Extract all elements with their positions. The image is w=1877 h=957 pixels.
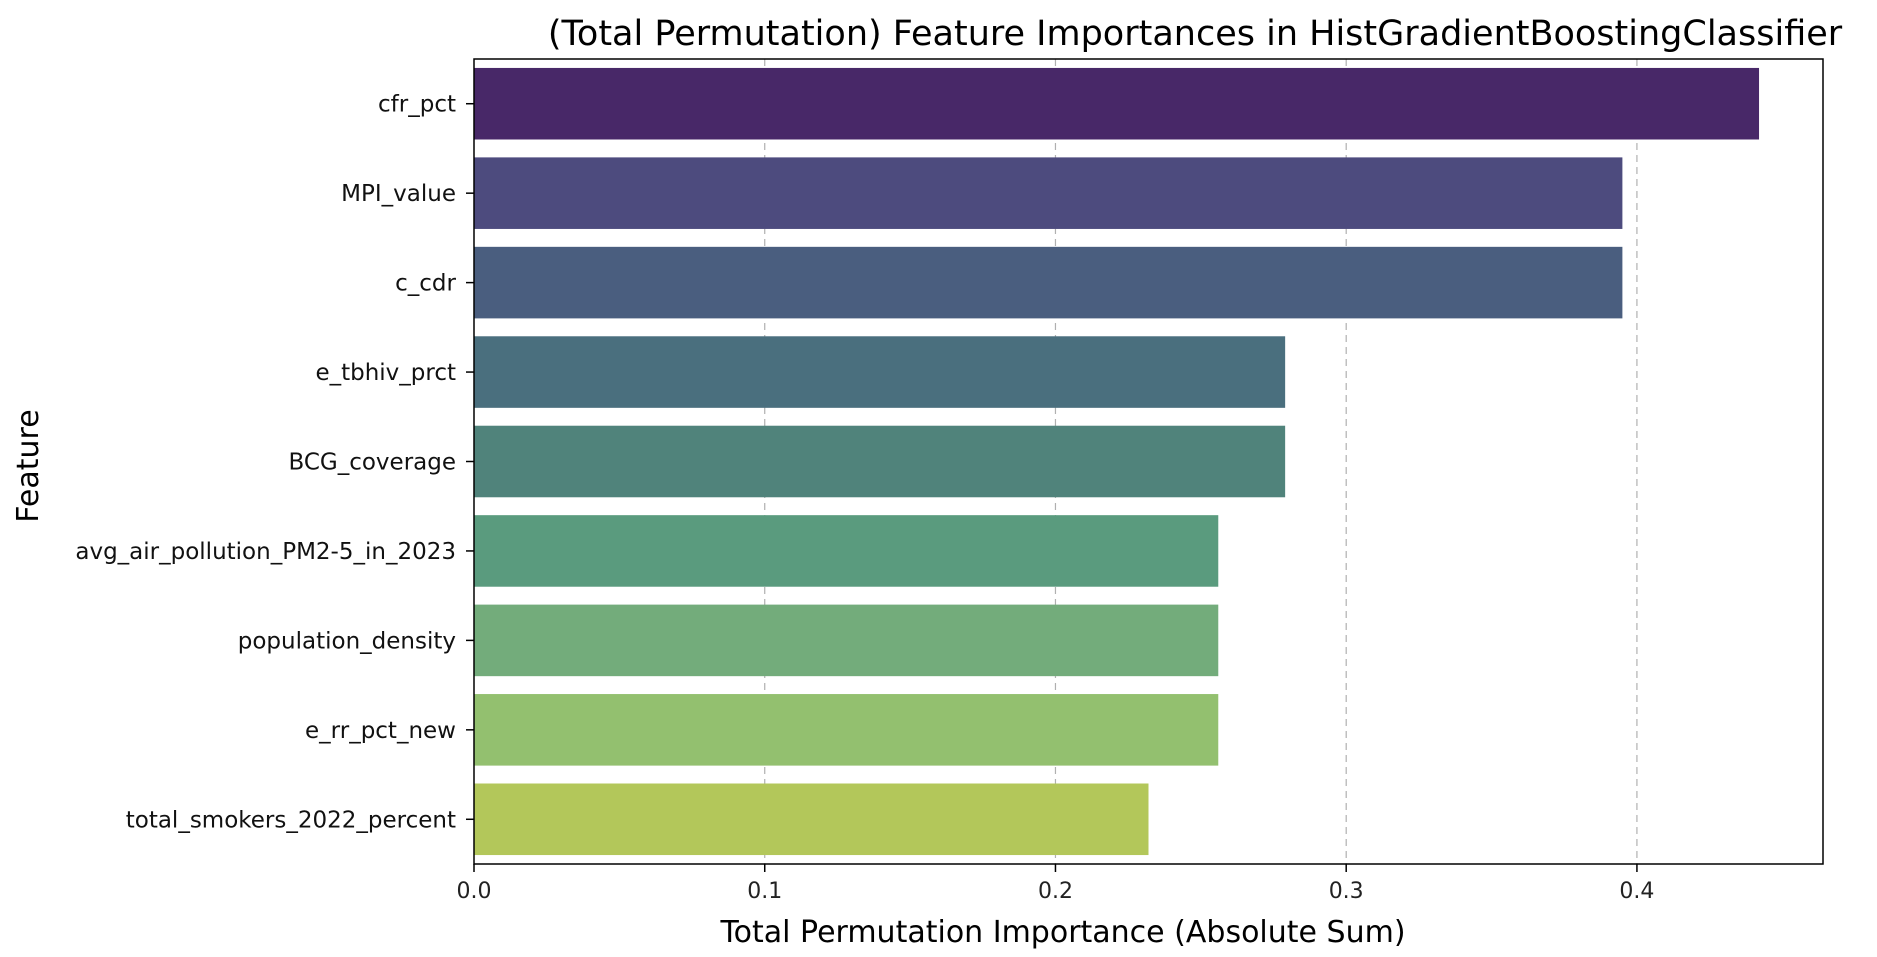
y-tick-label: e_tbhiv_prct <box>315 360 456 386</box>
bar-population-density <box>474 604 1219 677</box>
x-tick-label: 0.2 <box>1038 879 1073 904</box>
y-axis-label: Feature <box>11 409 46 522</box>
y-tick-label: population_density <box>238 628 456 654</box>
x-axis-ticks: 0.0 0.1 0.2 0.3 0.4 <box>457 864 1654 904</box>
y-tick-label: MPI_value <box>341 181 456 207</box>
x-axis-label: Total Permutation Importance (Absolute S… <box>719 915 1405 950</box>
y-tick-label: BCG_coverage <box>288 450 456 476</box>
bar-avg-air-pollution-pm2-5-in-2023 <box>474 515 1219 587</box>
bar-e-tbhiv-prct <box>474 336 1286 408</box>
x-tick-label: 0.3 <box>1329 879 1364 904</box>
x-tick-label: 0.0 <box>457 879 492 904</box>
bar-mpi-value <box>474 157 1623 229</box>
bar-total-smokers-2022-percent <box>474 783 1149 856</box>
y-tick-label: avg_air_pollution_PM2-5_in_2023 <box>75 539 456 565</box>
x-tick-label: 0.1 <box>747 879 782 904</box>
y-tick-label: cfr_pct <box>378 92 456 118</box>
chart-title: (Total Permutation) Feature Importances … <box>548 14 1843 54</box>
y-tick-label: total_smokers_2022_percent <box>126 807 456 833</box>
y-tick-label: c_cdr <box>395 271 456 297</box>
y-tick-label: e_rr_pct_new <box>305 718 456 744</box>
bar-cfr-pct <box>474 67 1760 140</box>
bar-bcg-coverage <box>474 425 1286 498</box>
x-tick-label: 0.4 <box>1619 879 1654 904</box>
bar-e-rr-pct-new <box>474 694 1219 766</box>
bar-c-cdr <box>474 246 1623 319</box>
y-axis-ticks: cfr_pct MPI_value c_cdr e_tbhiv_prct BCG_cov… <box>75 92 474 833</box>
bars <box>474 67 1760 856</box>
